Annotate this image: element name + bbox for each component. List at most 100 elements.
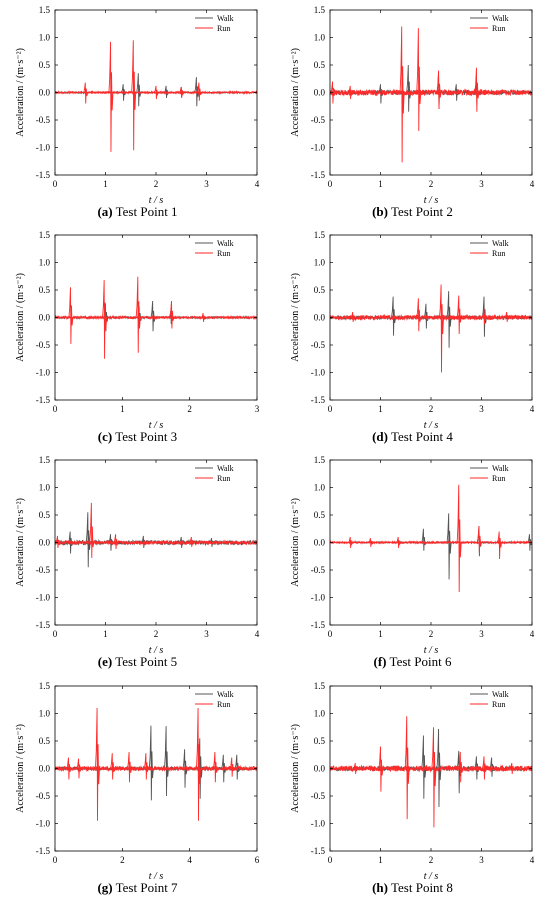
y-tick-label: 0.0 xyxy=(314,764,326,774)
series-spike xyxy=(179,536,185,549)
series-line-run xyxy=(55,764,257,773)
series-spike xyxy=(474,67,480,112)
series-spike xyxy=(348,536,354,549)
x-tick-label: 3 xyxy=(479,179,484,189)
chart-panel: -1.5 -1.0 -0.5 0.0 0.5 1.0 1.5 0 2 4 6 t / s Acceler… xyxy=(0,676,275,902)
y-tick-label: -1.0 xyxy=(36,593,51,603)
series-group xyxy=(55,707,257,821)
x-tick-label: 1 xyxy=(378,404,383,414)
series-spike xyxy=(196,82,202,101)
series-spike xyxy=(476,525,482,554)
caption-label: (g) xyxy=(97,880,113,895)
series-spike xyxy=(127,751,132,783)
x-tick-label: 4 xyxy=(530,179,535,189)
x-tick-label: 2 xyxy=(154,629,159,639)
series-spike xyxy=(212,751,218,783)
series-spike xyxy=(68,531,74,554)
series-group xyxy=(330,26,532,163)
chart-panel: -1.5 -1.0 -0.5 0.0 0.5 1.0 1.5 0 1 2 3 4 t / s Accele… xyxy=(275,450,550,676)
y-tick-label: 0.5 xyxy=(314,510,326,520)
series-spike xyxy=(194,77,200,107)
legend-label-run: Run xyxy=(492,24,505,33)
series-spike xyxy=(85,512,91,568)
series-spike xyxy=(348,85,354,100)
legend-label-run: Run xyxy=(492,700,505,709)
y-tick-label: -1.0 xyxy=(36,368,51,378)
series-spike xyxy=(350,311,356,322)
x-tick-label: 0 xyxy=(53,629,58,639)
series-spike xyxy=(108,41,114,152)
y-axis-title: Acceleration / (m·s⁻²) xyxy=(15,48,26,137)
y-tick-label: 1.0 xyxy=(39,33,51,43)
y-tick-label: 1.5 xyxy=(314,455,326,465)
y-tick-label: -1.5 xyxy=(311,846,326,856)
y-tick-label: 1.0 xyxy=(314,483,326,493)
y-tick-label: 1.0 xyxy=(39,483,51,493)
x-tick-label: 3 xyxy=(479,404,484,414)
y-tick-label: 0.5 xyxy=(39,510,51,520)
series-spike xyxy=(504,311,510,322)
y-tick-label: 0.5 xyxy=(39,736,51,746)
y-tick-label: -0.5 xyxy=(36,115,51,125)
series-spike xyxy=(378,84,384,104)
chart-caption: (c) Test Point 3 xyxy=(0,429,275,445)
y-tick-label: 0.5 xyxy=(314,736,326,746)
series-line-run xyxy=(330,88,532,97)
series-spike xyxy=(446,291,452,348)
series-group xyxy=(330,513,532,580)
x-tick-label: 2 xyxy=(429,404,434,414)
series-line-run xyxy=(330,313,532,322)
series-line-run xyxy=(55,314,257,321)
caption-text: Test Point 7 xyxy=(112,880,178,895)
series-spike xyxy=(474,756,480,780)
series-group xyxy=(55,276,257,359)
legend-label-walk: Walk xyxy=(217,690,234,699)
y-tick-label: 0.0 xyxy=(39,538,51,548)
x-axis-title: t / s xyxy=(424,420,439,431)
series-spike xyxy=(353,762,359,775)
series-spike xyxy=(436,70,442,110)
series-spike xyxy=(110,753,116,780)
x-tick-label: 1 xyxy=(120,404,125,414)
y-tick-label: -1.0 xyxy=(36,819,51,829)
y-tick-label: -0.5 xyxy=(36,565,51,575)
chart-svg: -1.5 -1.0 -0.5 0.0 0.5 1.0 1.5 0 2 4 6 t / s Acceler… xyxy=(15,681,260,882)
chart-svg: -1.5 -1.0 -0.5 0.0 0.5 1.0 1.5 0 1 2 3 4 t / s Accele… xyxy=(290,455,535,656)
series-spike xyxy=(121,84,127,101)
y-tick-label: -1.5 xyxy=(36,620,51,630)
legend-label-run: Run xyxy=(217,474,230,483)
series-spike xyxy=(456,484,462,593)
series-group xyxy=(330,484,532,593)
chart-panel: -1.5 -1.0 -0.5 0.0 0.5 1.0 1.5 0 1 2 3 4 t / s Accele… xyxy=(0,0,275,226)
x-tick-label: 1 xyxy=(378,179,383,189)
y-axis-title: Acceleration / (m·s⁻²) xyxy=(15,273,26,362)
x-tick-label: 6 xyxy=(255,855,260,865)
series-group xyxy=(55,512,257,568)
y-axis-title: Acceleration / (m·s⁻²) xyxy=(15,724,26,813)
chart-panel: -1.5 -1.0 -0.5 0.0 0.5 1.0 1.5 0 1 2 3 4 t / s Accele… xyxy=(275,676,550,902)
chart-caption: (e) Test Point 5 xyxy=(0,654,275,670)
x-tick-label: 0 xyxy=(328,179,333,189)
x-tick-label: 1 xyxy=(378,629,383,639)
series-spike xyxy=(404,716,410,820)
legend-label-walk: Walk xyxy=(492,14,509,23)
y-tick-label: 0.0 xyxy=(314,88,326,98)
legend-label-walk: Walk xyxy=(217,464,234,473)
y-tick-label: -0.5 xyxy=(311,565,326,575)
chart-panel: -1.5 -1.0 -0.5 0.0 0.5 1.0 1.5 0 1 2 3 4 t / s Accele… xyxy=(275,225,550,451)
series-spike xyxy=(399,26,405,163)
caption-text: Test Point 4 xyxy=(387,429,453,444)
y-tick-label: 0.0 xyxy=(39,313,51,323)
series-spike xyxy=(83,82,89,104)
y-tick-label: -0.5 xyxy=(36,791,51,801)
caption-label: (h) xyxy=(372,880,388,895)
x-tick-label: 0 xyxy=(328,855,333,865)
x-tick-label: 3 xyxy=(255,404,260,414)
y-tick-label: -0.5 xyxy=(311,791,326,801)
series-spike xyxy=(396,536,402,549)
caption-label: (a) xyxy=(97,204,113,219)
series-spike xyxy=(189,536,195,547)
chart-caption: (b) Test Point 2 xyxy=(275,204,550,220)
series-spike xyxy=(527,534,532,551)
series-spike xyxy=(481,309,487,325)
